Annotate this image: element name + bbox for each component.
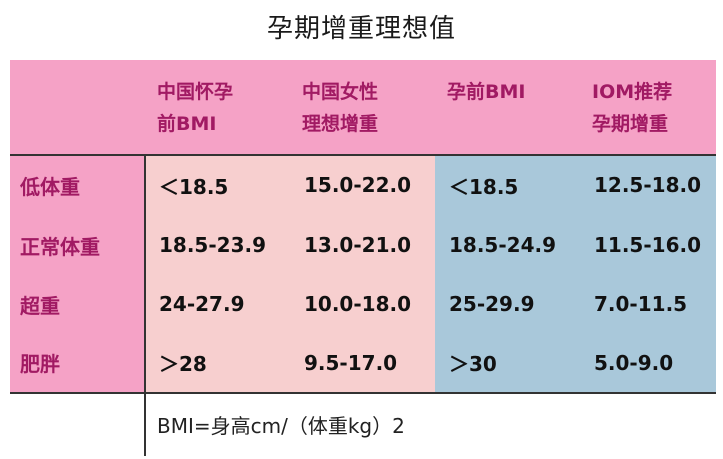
cell-bmi: ＞30 [449,352,497,376]
row-label-underweight: 低体重 [20,174,80,199]
header-cn-gain-line1: 中国女性 [302,81,379,103]
header-cn-bmi-line1: 中国怀孕 [157,81,234,103]
header-cn-bmi-line2: 前BMI [157,113,217,135]
row-label-overweight: 超重 [20,293,60,318]
china-section-bg [145,155,435,392]
iom-section-bg [435,155,716,392]
cell-cn-bmi: ＞28 [159,352,207,376]
header-bmi: 孕前BMI [435,60,580,155]
label-column-divider [144,155,146,456]
cell-bmi: ＜18.5 [449,174,519,199]
footer-divider-line [10,392,716,394]
cell-iom-gain: 5.0-9.0 [594,350,674,375]
header-cn-bmi: 中国怀孕 前BMI [145,60,290,155]
cell-cn-bmi: 18.5-23.9 [159,233,266,257]
cell-iom-gain: 12.5-18.0 [594,173,701,197]
header-iom-gain: IOM推荐 孕期增重 [580,60,716,155]
cell-cn-gain: 13.0-21.0 [304,233,411,257]
header-divider-line [10,154,716,156]
page-title: 孕期增重理想值 [266,14,456,44]
cell-bmi: 25-29.9 [449,292,535,316]
cell-iom-gain: 7.0-11.5 [594,292,688,316]
row-label-column-bg [10,155,145,392]
header-cn-gain: 中国女性 理想增重 [290,60,435,155]
bmi-formula-note: BMI=身高cm/（体重kg）2 [157,413,405,438]
cell-cn-bmi: 24-27.9 [159,292,245,316]
cell-cn-gain: 10.0-18.0 [304,292,411,316]
header-bmi-line1: 孕前BMI [447,81,526,103]
header-iom-gain-line1: IOM推荐 [592,81,673,103]
header-iom-gain-line2: 孕期增重 [592,113,669,135]
cell-cn-bmi: ＜18.5 [159,174,229,199]
weight-gain-table: 中国怀孕 前BMI 中国女性 理想增重 孕前BMI IOM推荐 孕期增重 低体重… [10,60,716,456]
cell-cn-gain: 9.5-17.0 [304,350,398,375]
header-cn-gain-line2: 理想增重 [302,113,379,135]
cell-bmi: 18.5-24.9 [449,233,556,257]
cell-iom-gain: 11.5-16.0 [594,233,701,257]
row-label-obese: 肥胖 [20,352,60,376]
row-label-normal: 正常体重 [20,234,100,259]
cell-cn-gain: 15.0-22.0 [304,173,411,197]
header-row-bg [10,60,716,155]
